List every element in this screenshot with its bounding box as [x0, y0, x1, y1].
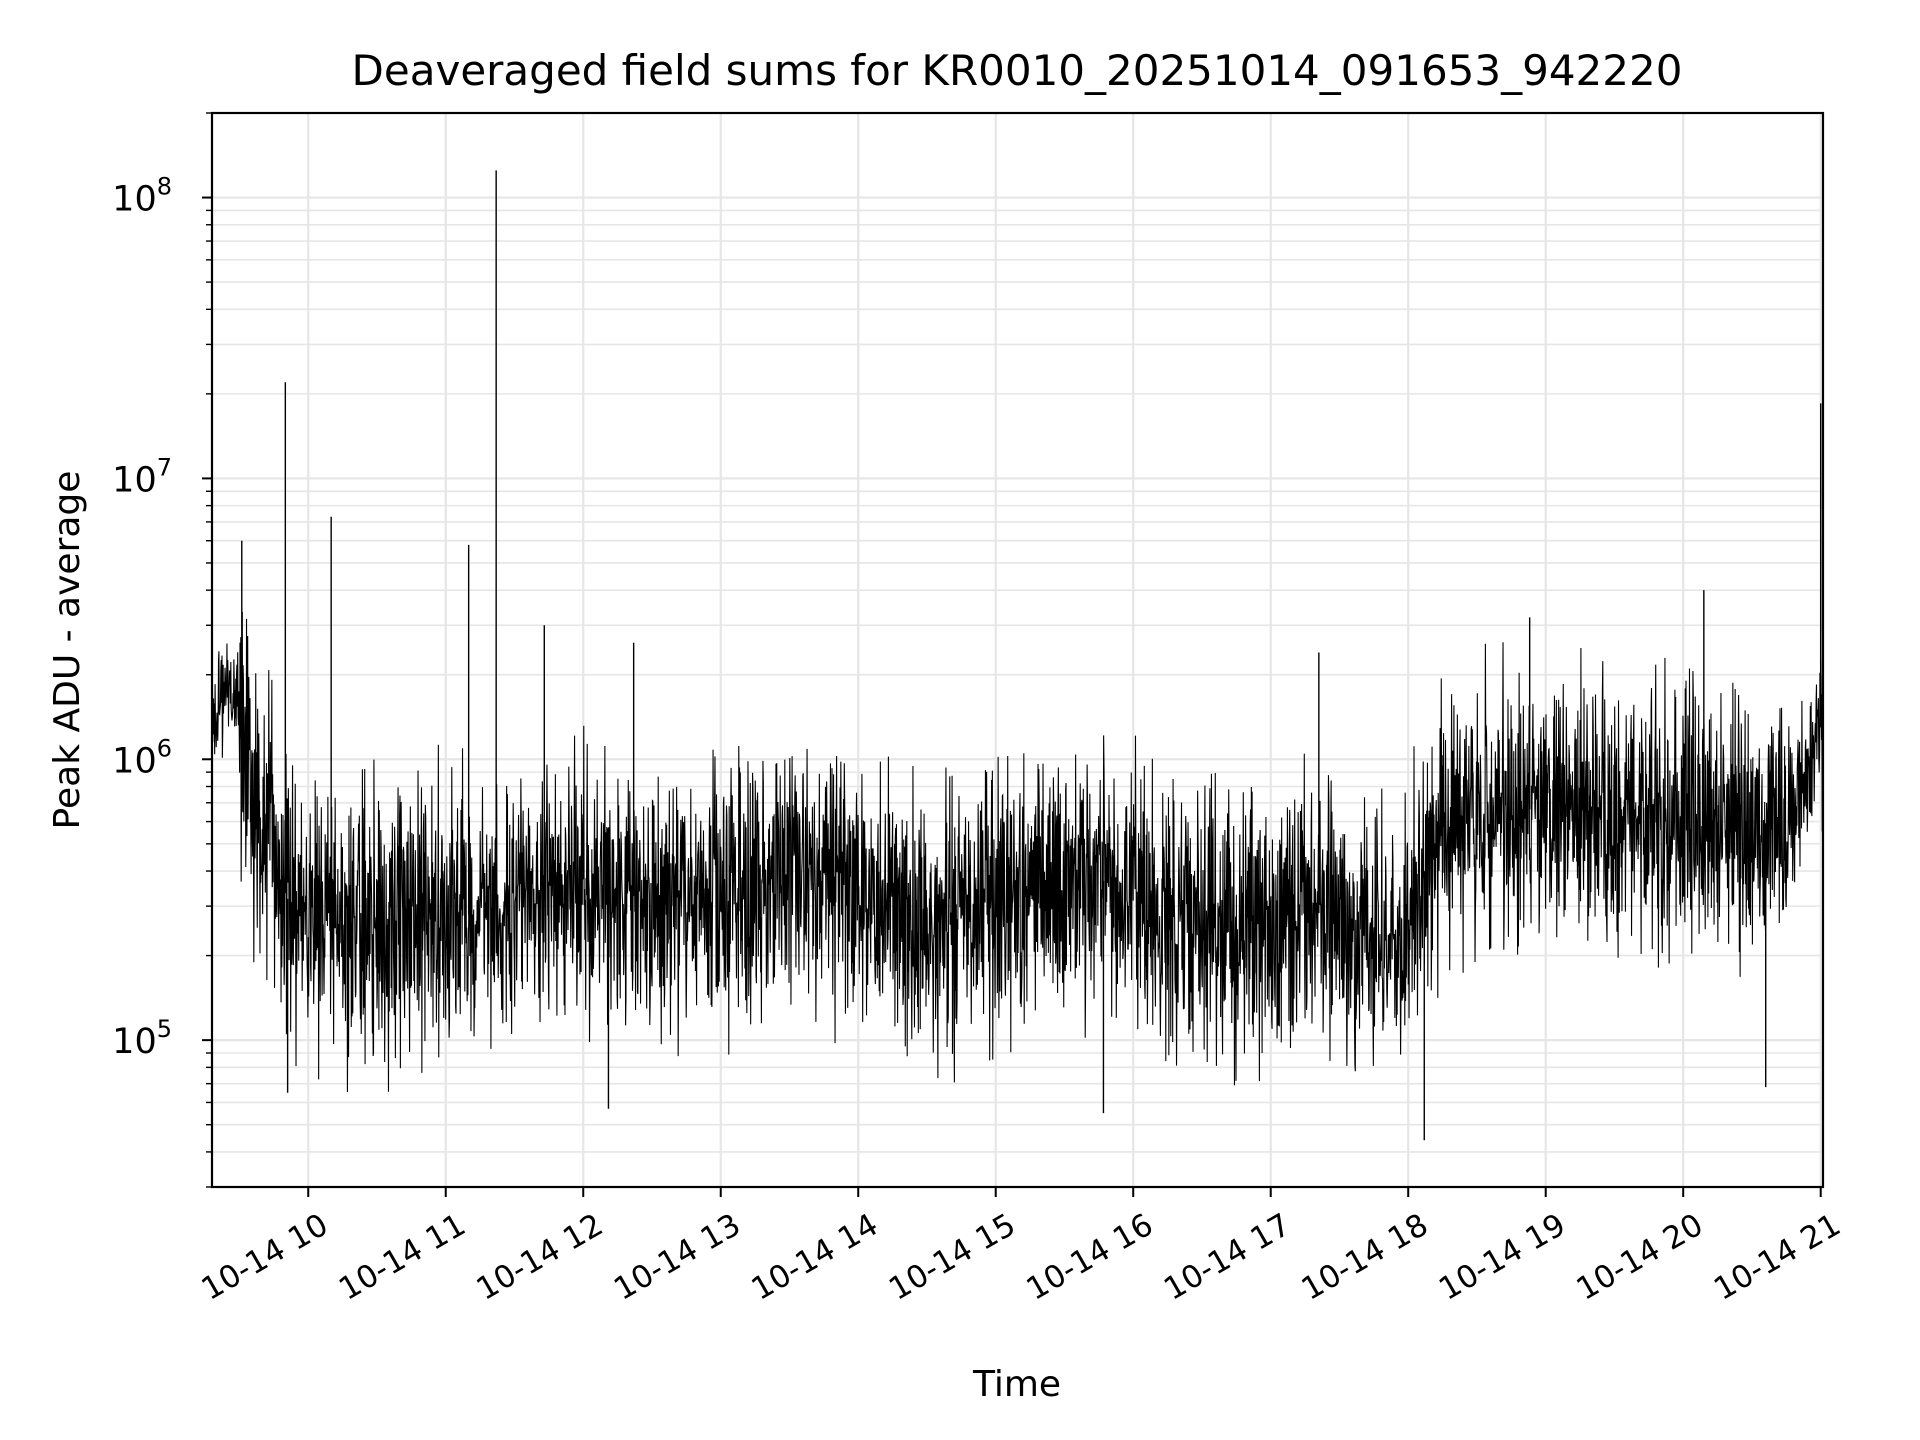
x-tick-label: 10-14 17 — [1158, 1207, 1297, 1308]
y-tick-exponent: 7 — [157, 453, 172, 481]
chart-title: Deaveraged field sums for KR0010_2025101… — [352, 46, 1683, 95]
y-tick-exponent: 6 — [157, 734, 172, 762]
x-tick-label: 10-14 20 — [1570, 1207, 1709, 1308]
y-tick-base: 10 — [112, 1022, 157, 1062]
x-tick-label: 10-14 16 — [1021, 1207, 1160, 1308]
y-tick-label: 105 — [112, 1015, 172, 1062]
y-axis-label: Peak ADU - average — [47, 471, 88, 830]
x-axis-label: Time — [972, 1364, 1061, 1405]
x-tick-label: 10-14 15 — [883, 1207, 1022, 1308]
x-tick-label: 10-14 21 — [1708, 1207, 1847, 1308]
data-series — [211, 170, 1824, 1141]
y-tick-base: 10 — [112, 460, 157, 500]
y-tick-exponent: 8 — [157, 173, 172, 201]
y-tick-base: 10 — [112, 180, 157, 220]
x-tick-label: 10-14 18 — [1296, 1207, 1435, 1308]
y-tick-label: 107 — [112, 453, 172, 500]
x-tick-label: 10-14 11 — [333, 1207, 472, 1308]
y-tick-label: 106 — [112, 734, 172, 781]
x-tick-label: 10-14 10 — [196, 1207, 335, 1308]
x-tick-label: 10-14 12 — [471, 1207, 610, 1308]
x-tick-label: 10-14 13 — [608, 1207, 747, 1308]
x-tick-label: 10-14 14 — [746, 1207, 885, 1308]
plot-frame — [210, 111, 1825, 1189]
y-tick-label: 108 — [112, 173, 172, 220]
y-tick-base: 10 — [112, 741, 157, 781]
y-tick-exponent: 5 — [157, 1015, 172, 1043]
signal-line — [211, 611, 1824, 1093]
x-tick-label: 10-14 19 — [1433, 1207, 1572, 1308]
